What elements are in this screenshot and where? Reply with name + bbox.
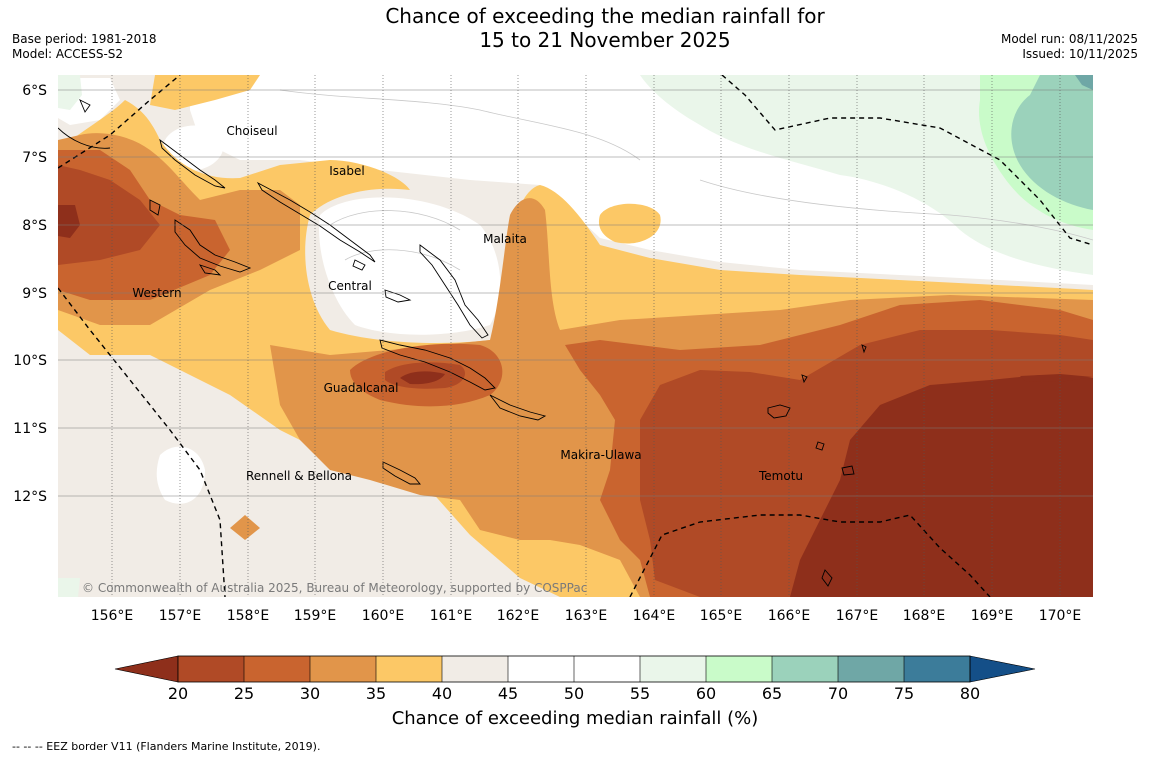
colorbar-bin <box>904 656 970 682</box>
lon-label: 158°E <box>227 608 270 624</box>
lat-label: 12°S <box>13 489 47 505</box>
lon-label: 165°E <box>700 608 743 624</box>
colorbar-tick: 80 <box>960 684 980 703</box>
colorbar-bin <box>442 656 508 682</box>
colorbar-bin <box>376 656 442 682</box>
colorbar-tick: 40 <box>432 684 452 703</box>
lat-label: 10°S <box>13 353 47 369</box>
lat-label: 11°S <box>13 421 47 437</box>
field-55-60-sw <box>58 578 80 597</box>
latitude-labels: 6°S 7°S 8°S 9°S 10°S 11°S 12°S <box>13 83 47 505</box>
province-label-temotu: Temotu <box>758 469 803 483</box>
lon-label: 163°E <box>565 608 608 624</box>
field-under-20-streak <box>1020 374 1093 382</box>
province-label-central: Central <box>328 279 372 293</box>
colorbar-bin <box>178 656 244 682</box>
colorbar-bin <box>244 656 310 682</box>
province-label-western: Western <box>132 286 181 300</box>
latitude-lines <box>58 89 1093 497</box>
field-45-55-choiseul <box>163 125 224 171</box>
colorbar-bin <box>310 656 376 682</box>
colorbar-tick: 55 <box>630 684 650 703</box>
longitude-labels: 156°E 157°E 158°E 159°E 160°E 161°E 162°… <box>91 608 1082 624</box>
lon-label: 162°E <box>497 608 540 624</box>
lon-label: 156°E <box>91 608 134 624</box>
colorbar-tick: 50 <box>564 684 584 703</box>
field-under-20-west <box>58 205 80 238</box>
field-55-60-nw <box>58 75 82 110</box>
lon-label: 167°E <box>836 608 879 624</box>
colorbar-tick: 65 <box>762 684 782 703</box>
model-run: Model run: 08/11/2025 <box>1000 32 1138 46</box>
colorbar-tick: 35 <box>366 684 386 703</box>
lon-label: 166°E <box>768 608 811 624</box>
eez-footnote: -- -- -- EEZ border V11 (Flanders Marine… <box>12 740 321 753</box>
colorbar-bin <box>508 656 574 682</box>
field-under-20-guadal <box>400 371 445 385</box>
colorbar-tick: 60 <box>696 684 716 703</box>
colorbar-bin <box>574 656 640 682</box>
lat-label: 7°S <box>22 150 47 166</box>
colorbar-tick: 45 <box>498 684 518 703</box>
colorbar-bin <box>640 656 706 682</box>
field-30-35-sw <box>230 515 260 540</box>
colorbar-tick: 20 <box>168 684 188 703</box>
colorbar-bin <box>838 656 904 682</box>
map-title: Chance of exceeding the median rainfall … <box>300 4 910 52</box>
field-35-40-ne <box>150 75 260 110</box>
lon-label: 168°E <box>903 608 946 624</box>
lat-label: 6°S <box>22 83 47 99</box>
colorbar-tick: 75 <box>894 684 914 703</box>
model-name: Model: ACCESS-S2 <box>12 47 124 61</box>
meta-left: Base period: 1981-2018 Model: ACCESS-S2 <box>12 32 157 62</box>
province-label-isabel: Isabel <box>329 164 364 178</box>
field-under-20-east <box>790 375 1093 597</box>
province-label-malaita: Malaita <box>483 232 527 246</box>
colorbar-bin <box>706 656 772 682</box>
copyright-text: © Commonwealth of Australia 2025, Bureau… <box>82 581 587 595</box>
lon-label: 157°E <box>159 608 202 624</box>
title-line-2: 15 to 21 November 2025 <box>479 28 731 52</box>
colorbar-tick: 25 <box>234 684 254 703</box>
colorbar-low-arrow <box>114 655 179 683</box>
province-label-makira-ulawa: Makira-Ulawa <box>560 448 641 462</box>
lat-label: 8°S <box>22 218 47 234</box>
province-label-choiseul: Choiseul <box>226 124 277 138</box>
map-fields <box>58 75 1093 597</box>
field-20-25-west <box>58 165 160 265</box>
field-70-75 <box>1075 75 1093 90</box>
contour-lines <box>279 89 1093 271</box>
province-label-guadalcanal: Guadalcanal <box>324 381 399 395</box>
coastlines <box>58 99 867 587</box>
lat-label: 9°S <box>22 286 47 302</box>
field-65-70 <box>1011 75 1093 210</box>
lon-label: 160°E <box>362 608 405 624</box>
graticule <box>111 75 1061 597</box>
lon-label: 164°E <box>633 608 676 624</box>
colorbar-tick: 70 <box>828 684 848 703</box>
province-label-rennell-bellona: Rennell & Bellona <box>246 469 352 483</box>
colorbar-tick: 30 <box>300 684 320 703</box>
meta-right: Model run: 08/11/2025 Issued: 10/11/2025 <box>1001 32 1138 62</box>
colorbar-title: Chance of exceeding median rainfall (%) <box>391 708 759 729</box>
lon-label: 170°E <box>1039 608 1082 624</box>
lon-label: 161°E <box>430 608 473 624</box>
title-line-1: Chance of exceeding the median rainfall … <box>385 4 825 28</box>
issued-date: Issued: 10/11/2025 <box>1022 47 1138 61</box>
colorbar: 20 25 30 35 40 45 50 55 60 65 70 75 80 <box>114 655 1036 703</box>
colorbar-high-arrow <box>969 655 1036 683</box>
colorbar-bin <box>772 656 838 682</box>
lon-label: 159°E <box>294 608 337 624</box>
province-labels: Choiseul Isabel Malaita Western Central … <box>132 124 803 483</box>
field-35-40-blob <box>598 203 661 244</box>
base-period: Base period: 1981-2018 <box>12 32 157 46</box>
eez-borders <box>58 75 1093 597</box>
lon-label: 169°E <box>971 608 1014 624</box>
